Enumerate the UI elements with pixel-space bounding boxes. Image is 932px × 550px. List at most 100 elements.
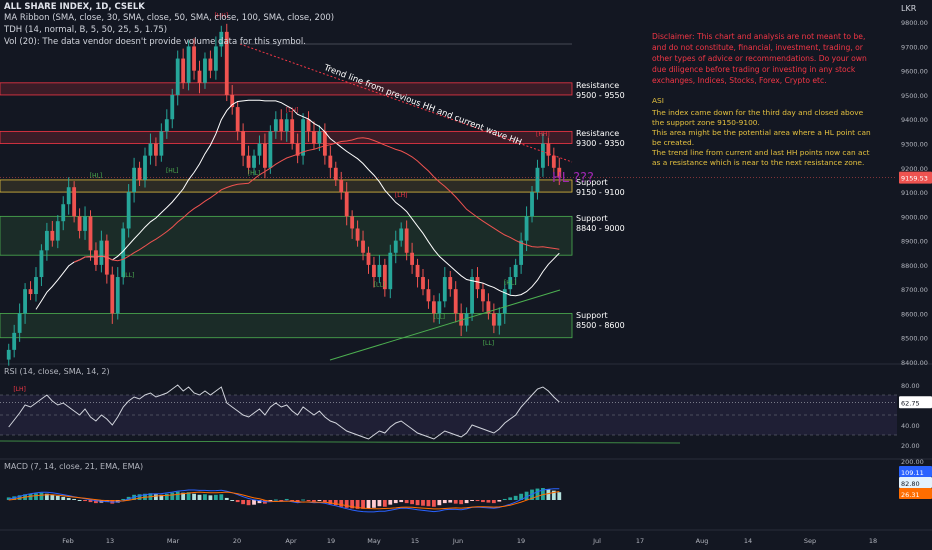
macd-histogram-bar — [317, 500, 322, 501]
x-tick-label: Sep — [804, 537, 816, 545]
candle-body — [317, 131, 322, 144]
macd-histogram-bar — [431, 500, 436, 507]
y-tick-label: 8800.00 — [901, 262, 928, 270]
macd-histogram-bar — [459, 500, 464, 505]
macd-histogram-bar — [252, 500, 256, 505]
x-tick-label: 14 — [744, 537, 752, 545]
candle-body — [257, 143, 262, 156]
x-tick-label: 13 — [106, 537, 114, 545]
x-tick-label: Feb — [62, 537, 74, 545]
zone-label: Resistance 9500 - 9550 — [576, 80, 625, 100]
candle-body — [393, 240, 398, 253]
disclaimer-text: Disclaimer: This chart and analysis are … — [652, 32, 867, 85]
candle-body — [88, 216, 93, 251]
macd-histogram-bar — [453, 500, 458, 504]
macd-histogram-bar — [257, 500, 262, 504]
x-tick-label: 15 — [411, 537, 419, 545]
rsi-last-tag — [899, 396, 932, 409]
candle-body — [437, 301, 442, 314]
zone-rect — [0, 179, 573, 193]
pivot-label: [HL] — [166, 168, 179, 175]
candle-body — [110, 274, 115, 314]
macd-histogram-bar — [284, 498, 289, 500]
macd-histogram-bar — [77, 500, 82, 501]
candle-body — [470, 277, 474, 314]
candle-body — [39, 250, 44, 278]
candle-body — [153, 143, 158, 156]
macd-histogram-bar — [34, 493, 38, 500]
macd-histogram-bar — [513, 495, 518, 500]
candle-body — [175, 58, 180, 95]
candle-body — [322, 131, 327, 156]
zone-rect — [0, 215, 573, 256]
macd-histogram-bar — [442, 500, 447, 504]
candle-body — [137, 167, 142, 180]
candle-body — [159, 131, 164, 156]
candle-body — [219, 31, 224, 47]
pivot-label: [LL] — [434, 313, 445, 320]
candle-body — [132, 167, 137, 193]
candle-body — [192, 46, 196, 71]
volume-legend: Vol (20): The data vendor doesn't provid… — [4, 37, 306, 47]
candle-body — [224, 31, 229, 95]
macd-histogram-bar — [426, 500, 431, 507]
rsi-tick-label: 80.00 — [901, 382, 920, 390]
candle-body — [213, 46, 218, 71]
candle-body — [230, 94, 235, 108]
macd-histogram-bar — [230, 500, 235, 501]
macd-histogram-bar — [164, 493, 169, 500]
x-tick-label: May — [367, 537, 381, 545]
macd-histogram-bar — [213, 494, 218, 500]
macd-histogram-bar — [306, 500, 311, 501]
macd-histogram-bar — [72, 498, 77, 500]
macd-histogram-bar — [481, 500, 485, 503]
candle-body — [535, 167, 540, 193]
y-tick-label: 8500.00 — [901, 335, 928, 343]
y-tick-label: 9500.00 — [901, 92, 928, 100]
pivot-label: [HH] — [214, 12, 228, 19]
macd-histogram-bar — [524, 491, 529, 500]
macd-histogram-bar — [219, 494, 224, 500]
macd-histogram-bar — [410, 500, 415, 505]
y-tick-label: 9200.00 — [901, 165, 928, 173]
ma-slow-line — [73, 137, 560, 263]
x-tick-label: Aug — [696, 537, 709, 545]
candle-body — [328, 155, 333, 168]
candle-body — [333, 167, 338, 180]
candle-body — [459, 313, 464, 326]
zone-label: Support 8500 - 8600 — [576, 311, 625, 331]
macd-histogram-bar — [322, 500, 327, 503]
macd-histogram-bar — [421, 500, 425, 506]
candle-body — [448, 277, 453, 290]
macd-histogram-bar — [361, 500, 365, 509]
y-tick-label: 9400.00 — [901, 116, 928, 124]
macd-histogram-bar — [486, 500, 491, 503]
macd-histogram-bar — [246, 500, 251, 506]
pivot-label: [HL] — [90, 173, 103, 180]
candle-body — [415, 264, 420, 278]
macd-histogram-bar — [126, 496, 131, 500]
candle-body — [372, 264, 376, 278]
macd-histogram-bar — [350, 500, 355, 509]
candle-body — [475, 277, 480, 290]
macd-histogram-bar — [382, 500, 387, 507]
candle-body — [252, 155, 256, 168]
macd-histogram-bar — [377, 500, 382, 507]
rsi-tick-label: 40.00 — [901, 422, 920, 430]
x-tick-label: 18 — [869, 537, 877, 545]
macd-tick-label: 200.00 — [901, 458, 924, 466]
x-tick-label: 17 — [636, 537, 644, 545]
macd-histogram-bar — [241, 500, 246, 505]
candle-body — [66, 187, 71, 205]
candle-body — [263, 143, 267, 168]
candle-body — [235, 107, 240, 132]
y-tick-label: 9300.00 — [901, 141, 928, 149]
candle-body — [241, 131, 246, 156]
macd-histogram-bar — [94, 500, 98, 504]
analysis-body: The index came down for the third day an… — [652, 108, 871, 167]
candle-body — [431, 301, 436, 314]
chart-title: ALL SHARE INDEX, 1D, CSELK — [4, 2, 145, 12]
macd-histogram-bar — [61, 496, 66, 500]
candle-body — [388, 252, 393, 290]
